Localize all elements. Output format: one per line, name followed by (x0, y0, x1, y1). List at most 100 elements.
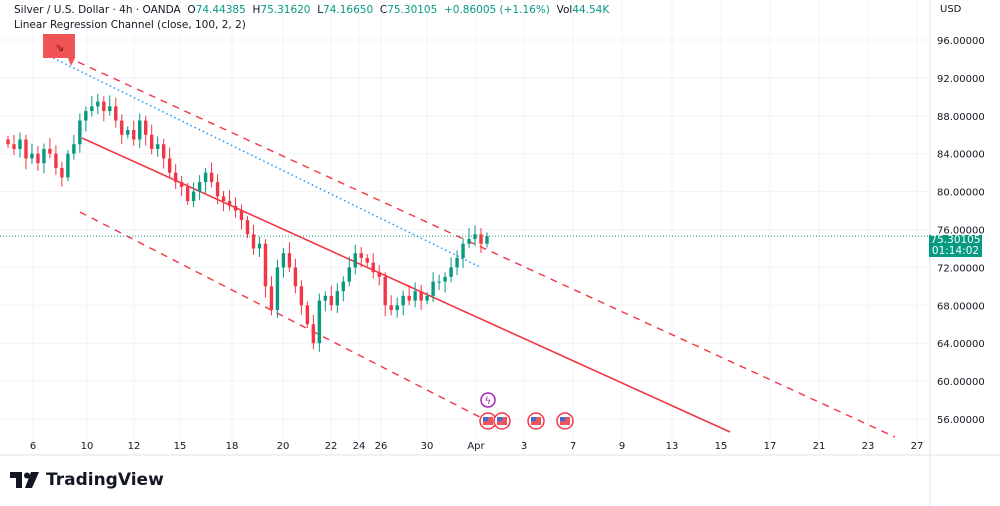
candle-body (191, 191, 196, 202)
candle-body (371, 262, 375, 273)
tradingview-logo[interactable]: TradingView (10, 470, 164, 490)
candle-body (66, 153, 70, 178)
candle-body (293, 267, 298, 287)
lightning-icon: ϟ (485, 396, 492, 407)
channel-anchor-flag (43, 34, 75, 66)
open-value: 74.44385 (195, 4, 246, 16)
candle-body (60, 167, 64, 178)
candle-body (108, 106, 112, 112)
x-tick-label: 9 (619, 441, 625, 452)
candle-body (395, 305, 399, 311)
x-tick-label: 24 (353, 441, 366, 452)
regression-upper-band (77, 61, 896, 438)
candle-body (245, 220, 250, 235)
candle-body (257, 243, 262, 249)
candle-body (485, 236, 489, 244)
candle-body (419, 291, 423, 301)
indicator-legend[interactable]: Linear Regression Channel (close, 100, 2… (14, 19, 246, 31)
candle-body (299, 286, 304, 306)
dividend-event-icon (480, 392, 496, 408)
candle-body (239, 210, 244, 221)
x-tick-label: 13 (666, 441, 679, 452)
regression-lower-band (79, 211, 506, 431)
candle-body (150, 134, 154, 149)
candle-body (30, 153, 34, 159)
candle-body (305, 305, 310, 325)
candle-body (48, 148, 52, 154)
candle-body (275, 267, 280, 311)
candle-body (84, 111, 88, 121)
candle-body (401, 295, 405, 306)
y-tick-label: 68.00000 (937, 301, 985, 312)
candle-body (203, 172, 208, 183)
y-tick-label: 80.00000 (937, 188, 985, 199)
y-tick-label: 64.00000 (937, 339, 985, 350)
x-tick-label: 27 (911, 441, 924, 452)
low-value: 74.16650 (323, 4, 374, 16)
arrow-icon: ⇘ (55, 41, 64, 54)
candle-body (341, 281, 345, 292)
candle-body (138, 120, 142, 140)
candle-body (263, 243, 268, 287)
y-tick-label: 96.00000 (937, 36, 985, 47)
candle-body (155, 144, 160, 149)
x-tick-label: 15 (715, 441, 728, 452)
y-tick-label: 92.00000 (937, 74, 985, 85)
candle-body (96, 101, 100, 107)
candle-body (18, 139, 22, 149)
candle-body (215, 182, 220, 197)
x-tick-label: 22 (325, 441, 338, 452)
symbol-title: Silver / U.S. Dollar · 4h · OANDA (14, 4, 181, 16)
candle-body (233, 205, 238, 211)
candle-body (353, 253, 357, 268)
candle-body (479, 234, 483, 244)
candle-body (443, 276, 447, 282)
candle-body (185, 186, 190, 202)
x-tick-label: 3 (521, 441, 527, 452)
candle-body (455, 257, 459, 268)
last-price-tag: 75.30105 01:14:02 (929, 235, 982, 257)
candle-body (467, 238, 471, 244)
us-flag-canton (531, 417, 536, 421)
last-price: 75.30105 (930, 234, 981, 246)
currency-label[interactable]: USD (940, 4, 962, 15)
candle-body (425, 295, 429, 301)
candle-body (120, 120, 124, 135)
economic-events: ϟ (479, 392, 574, 430)
ohlc-legend: Silver / U.S. Dollar · 4h · OANDA O74.44… (14, 4, 610, 16)
x-tick-label: 7 (570, 441, 576, 452)
regression-center-line (81, 137, 731, 433)
candle-body (437, 281, 441, 283)
candle-body (227, 201, 232, 206)
x-tick-label: 10 (81, 441, 94, 452)
x-tick-label: 18 (226, 441, 239, 452)
candle-body (287, 253, 292, 268)
candle-body (389, 305, 393, 311)
candle-body (179, 182, 184, 187)
candle-body (144, 120, 148, 135)
y-tick-label: 72.00000 (937, 263, 985, 274)
candle-body (269, 286, 274, 311)
x-tick-label: 15 (174, 441, 187, 452)
candle-body (221, 196, 226, 202)
us-flag-canton (483, 417, 488, 421)
candle-body (36, 153, 40, 164)
candle-body (42, 148, 46, 164)
candle-body (161, 144, 166, 159)
candle-body (461, 243, 465, 258)
us-flag-canton (560, 417, 565, 421)
candle-body (359, 253, 363, 258)
candle-body (132, 130, 136, 140)
candle-body (383, 276, 387, 306)
candle-body (413, 291, 417, 301)
candle-body (311, 324, 316, 344)
pearson-dotted-line (44, 53, 481, 268)
volume-value: 44.54K (572, 4, 610, 16)
candle-body (251, 234, 256, 249)
candle-body (126, 130, 130, 135)
bar-countdown: 01:14:02 (931, 245, 980, 257)
close-value: 75.30105 (387, 4, 438, 16)
candle-body (449, 267, 453, 277)
x-tick-label: 20 (277, 441, 290, 452)
